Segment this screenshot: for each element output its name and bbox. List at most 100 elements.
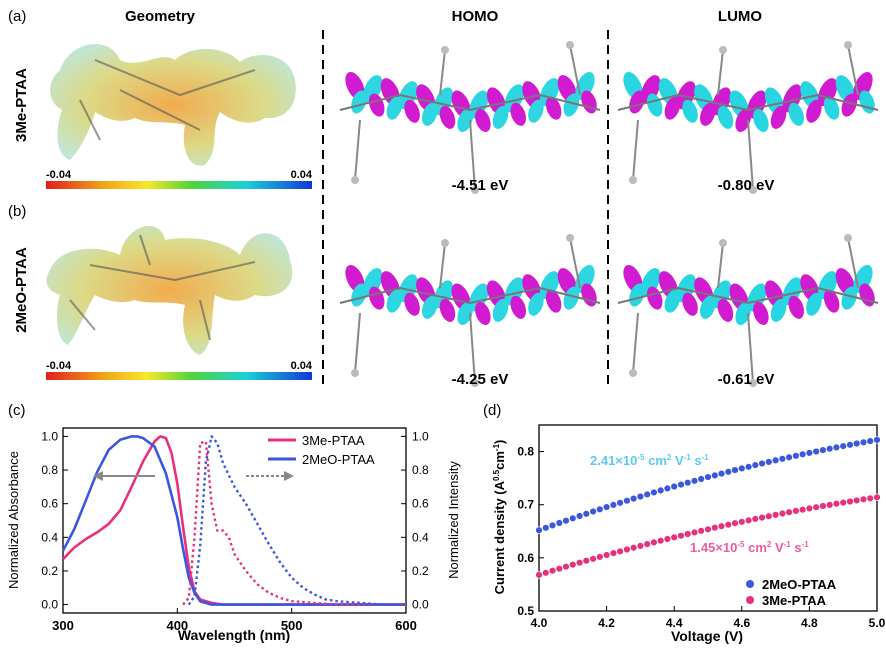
y2-tick-label: 0.8 — [412, 463, 429, 477]
chart-d-xlabel: Voltage (V) — [671, 628, 743, 644]
point-3Me-PTAA — [873, 493, 881, 501]
orbital-lobe — [806, 99, 822, 123]
right-arrow — [246, 471, 294, 481]
chart-c-xlabel: Wavelength (nm) — [178, 627, 290, 643]
scale-min-3me: -0.04 — [46, 169, 72, 181]
point-2MeO-PTAA — [582, 510, 590, 518]
point-2MeO-PTAA — [738, 464, 746, 473]
point-2MeO-PTAA — [602, 503, 611, 511]
side-chain — [569, 237, 581, 289]
y2-tick-label: 0.4 — [412, 530, 429, 544]
chart-c-legend: 3Me-PTAA 2MeO-PTAA — [268, 433, 375, 467]
point-2MeO-PTAA — [846, 441, 854, 449]
point-3Me-PTAA — [609, 549, 618, 557]
point-2MeO-PTAA — [792, 452, 800, 460]
chart-d: 4.0 4.2 4.4 4.6 4.8 5.0 0.5 0.6 0.7 0.8 Voltage (… — [492, 424, 886, 644]
side-chain — [354, 312, 361, 374]
point-2MeO-PTAA — [825, 445, 834, 453]
point-2MeO-PTAA — [656, 486, 665, 495]
point-3Me-PTAA — [825, 501, 834, 509]
mobility-annotation-2meo: 2.41×10-5 cm2 V-1 s-1 — [590, 453, 709, 468]
series-PL-3Me-PTAA — [182, 440, 406, 606]
y-tick-label: 1.0 — [41, 429, 58, 443]
orbital-lobe — [788, 102, 804, 126]
point-3Me-PTAA — [812, 503, 820, 511]
orbital-lobe — [823, 289, 840, 313]
legend-label-2meo-d: 2MeO-PTAA — [762, 577, 837, 592]
point-3Me-PTAA — [629, 543, 638, 552]
scale-max-2meo: 0.04 — [291, 360, 313, 372]
point-3Me-PTAA — [738, 518, 746, 526]
orbital-lobe — [351, 283, 367, 307]
panel-d-label: (d) — [483, 402, 501, 419]
orbital-lobe — [664, 96, 681, 120]
point-2MeO-PTAA — [562, 516, 570, 525]
atom — [719, 46, 727, 54]
x-tick-label: 5.0 — [869, 616, 886, 630]
orbital-lobe — [823, 96, 840, 120]
orbital-lobe — [439, 105, 456, 129]
panel-a-label: (a) — [8, 8, 26, 25]
point-3Me-PTAA — [602, 551, 611, 559]
svg-text:(a): (a) — [8, 8, 26, 25]
chart-d-ylabel: Current density (A0.5cm-1) — [492, 440, 507, 595]
chart-d-legend: 2MeO-PTAA 3Me-PTAA — [746, 577, 837, 608]
orbital-lobe — [545, 289, 562, 313]
point-2MeO-PTAA — [616, 499, 624, 507]
row-label-2meo: 2MeO-PTAA — [13, 247, 30, 333]
atom — [749, 186, 757, 194]
orbital-lobe — [404, 99, 420, 123]
point-3Me-PTAA — [731, 519, 739, 527]
point-2MeO-PTAA — [805, 449, 814, 457]
orbital-backbone — [617, 286, 879, 305]
orbital-lobe — [788, 295, 804, 319]
point-2MeO-PTAA — [670, 482, 678, 491]
point-3Me-PTAA — [704, 525, 712, 533]
y-tick-label: 0.5 — [517, 604, 534, 618]
x-tick-label: 300 — [52, 618, 74, 633]
point-2MeO-PTAA — [690, 477, 699, 485]
orbital-lobe — [735, 108, 751, 132]
point-3Me-PTAA — [751, 515, 759, 523]
point-3Me-PTAA — [798, 506, 807, 514]
y-tick-label: 0.6 — [517, 551, 534, 565]
point-3Me-PTAA — [656, 536, 665, 545]
atom — [566, 234, 574, 242]
point-2MeO-PTAA — [542, 524, 550, 532]
side-chain — [632, 312, 639, 374]
point-2MeO-PTAA — [704, 473, 712, 481]
lumo-header: LUMO — [718, 8, 762, 25]
x-tick-label: 4.6 — [733, 616, 750, 630]
point-2MeO-PTAA — [852, 439, 861, 448]
y-tick-label: 0.8 — [517, 445, 534, 459]
point-3Me-PTAA — [683, 530, 692, 538]
y-tick-label: 0.4 — [41, 530, 58, 544]
series-PL-2MeO-PTAA — [187, 435, 406, 606]
point-3Me-PTAA — [535, 571, 543, 579]
orbital-lobe — [841, 93, 858, 117]
orbital-lobe — [475, 301, 491, 325]
scale-max-3me: 0.04 — [291, 169, 313, 181]
orbital-lobe — [629, 90, 645, 114]
point-3Me-PTAA — [643, 540, 651, 548]
point-3Me-PTAA — [670, 533, 678, 541]
legend-marker-2meo — [746, 580, 754, 588]
side-chain — [847, 44, 859, 96]
point-2MeO-PTAA — [798, 450, 807, 458]
point-3Me-PTAA — [758, 513, 766, 522]
side-chain — [439, 242, 446, 289]
orbital-lobe — [753, 301, 769, 325]
point-3Me-PTAA — [771, 511, 780, 519]
orbital-lobe — [528, 292, 544, 316]
lumo-orbital-3me — [617, 41, 879, 194]
orbital-lobe — [664, 289, 681, 313]
orbital-lobe — [806, 292, 822, 316]
orbital-lobe — [770, 105, 787, 129]
point-2MeO-PTAA — [683, 479, 692, 487]
orbital-lobe — [475, 108, 491, 132]
orbital-lobe — [735, 301, 751, 325]
point-2MeO-PTAA — [569, 514, 577, 522]
point-2MeO-PTAA — [785, 453, 793, 461]
point-2MeO-PTAA — [636, 492, 645, 501]
atom — [471, 186, 479, 194]
